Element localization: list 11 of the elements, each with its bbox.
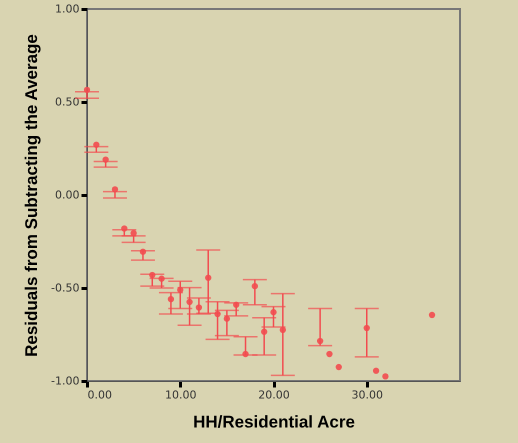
y-tick-label: 0.50	[55, 96, 80, 108]
y-axis-title: Residuals from Subtracting the Average	[22, 34, 42, 357]
y-tick-label: 0.00	[55, 188, 80, 202]
x-axis-title: HH/Residential Acre	[193, 412, 355, 432]
x-tick-label: 20.00	[258, 388, 290, 402]
x-tick-label: 0.00	[88, 388, 112, 402]
y-tick-label: 1.00	[55, 2, 80, 16]
y-tick-label: -0.50	[51, 282, 80, 294]
y-tick-label: -1.00	[51, 374, 80, 388]
x-tick-label: 30.00	[352, 388, 383, 402]
x-tick-label: 10.00	[165, 388, 196, 402]
